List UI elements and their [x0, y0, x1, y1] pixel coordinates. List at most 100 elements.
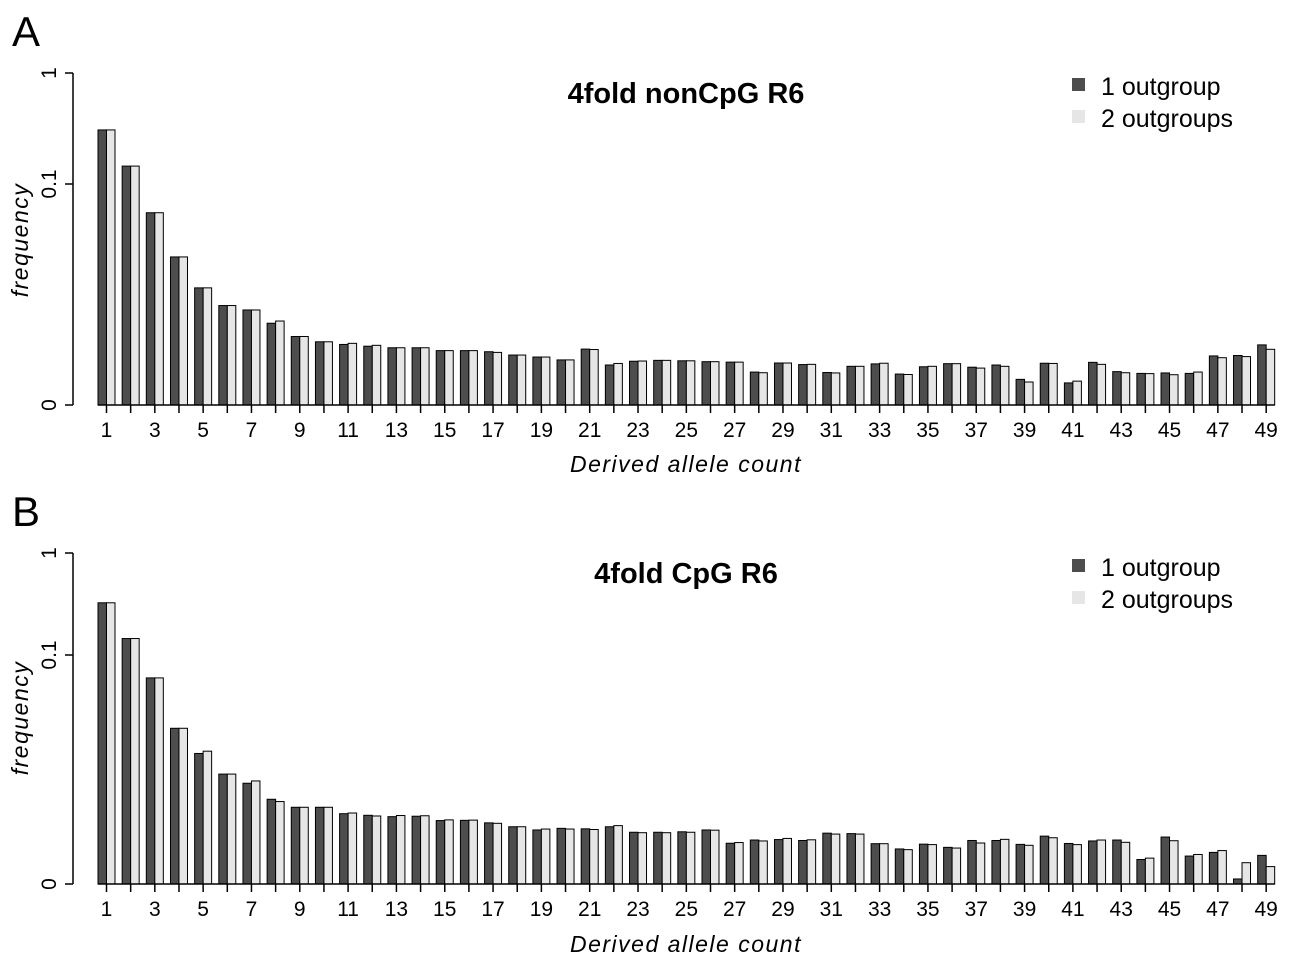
bar-a-outgroup2-39 — [1024, 381, 1034, 406]
x-axis-a: 1 3 5 7 9 11 13 15 17 19 21 23 25 27 29 31 33 35 37 39 41 43 4… — [98, 404, 1278, 442]
bar-b-outgroup1-12 — [363, 814, 373, 885]
x-tick-label-b-21: 21 — [578, 898, 601, 921]
x-tick-label-a-15: 15 — [433, 419, 456, 442]
bar-a-outgroup1-41 — [1063, 382, 1074, 406]
bar-b-outgroup1-25 — [677, 831, 687, 885]
bar-b-outgroup1-21 — [580, 828, 591, 885]
bar-a-outgroup1-17 — [484, 351, 494, 406]
bar-b-outgroup2-42 — [1096, 839, 1107, 885]
bar-a-outgroup1-36 — [943, 363, 953, 406]
bar-b-outgroup1-45 — [1160, 836, 1171, 885]
bar-a-outgroup2-48 — [1241, 356, 1252, 406]
bar-a-outgroup1-23 — [629, 360, 639, 406]
bar-b-outgroup1-40 — [1039, 835, 1050, 885]
y-tick-label-b-0: 0 — [38, 878, 61, 890]
bar-a-outgroup1-1 — [97, 129, 107, 406]
bar-a-outgroup1-28 — [749, 371, 760, 406]
bar-b-outgroup2-10 — [323, 806, 333, 885]
x-tick-label-a-37: 37 — [965, 419, 988, 442]
bar-a-outgroup2-35 — [927, 365, 937, 406]
x-tick-label-b-37: 37 — [965, 898, 988, 921]
bar-b-outgroup2-38 — [999, 838, 1010, 885]
legend-label-1-outgroup-b: 1 outgroup — [1101, 554, 1221, 582]
bar-a-outgroup2-36 — [951, 363, 962, 406]
bar-a-outgroup2-27 — [734, 361, 744, 406]
bar-a-outgroup1-34 — [894, 373, 905, 406]
bar-a-outgroup1-3 — [145, 212, 156, 406]
x-tick-label-a-23: 23 — [626, 419, 649, 442]
bar-b-outgroup1-35 — [918, 843, 929, 885]
bar-a-outgroup1-35 — [918, 366, 929, 406]
bar-a-outgroup1-12 — [363, 345, 373, 406]
bar-a-outgroup2-49 — [1265, 348, 1276, 406]
bar-b-outgroup2-16 — [468, 819, 478, 885]
panel-letter-a: A — [12, 8, 40, 55]
bar-a-outgroup1-25 — [677, 360, 687, 406]
x-tick-label-a-45: 45 — [1158, 419, 1181, 442]
y-tick-label-b-1: 0.1 — [38, 640, 61, 669]
bar-b-outgroup2-2 — [130, 638, 140, 885]
bar-b-outgroup2-4 — [178, 727, 188, 885]
x-tick-label-b-47: 47 — [1206, 898, 1229, 921]
bar-a-outgroup1-22 — [604, 364, 615, 406]
bar-a-outgroup2-2 — [130, 165, 140, 406]
bar-b-outgroup1-5 — [194, 752, 204, 885]
bar-a-outgroup2-12 — [371, 344, 382, 406]
bar-b-outgroup2-48 — [1241, 862, 1252, 885]
bar-a-outgroup2-4 — [178, 256, 188, 406]
bar-b-outgroup2-39 — [1024, 844, 1034, 885]
x-tick-label-b-19: 19 — [530, 898, 553, 921]
bar-b-outgroup2-33 — [879, 843, 889, 885]
bar-b-outgroup2-11 — [347, 812, 358, 885]
x-tick-label-b-25: 25 — [675, 898, 698, 921]
y-axis-b: 00.11 — [38, 547, 74, 890]
bar-b-outgroup2-45 — [1169, 840, 1179, 885]
bar-a-outgroup2-32 — [854, 365, 865, 406]
x-tick-label-b-9: 9 — [294, 898, 306, 921]
bar-a-outgroup1-27 — [725, 361, 736, 406]
y-axis-a: 00.11 — [38, 67, 74, 411]
bar-a-outgroup2-37 — [975, 367, 986, 406]
bar-a-outgroup1-48 — [1233, 355, 1243, 406]
bar-a-outgroup2-28 — [758, 372, 768, 406]
x-tick-label-a-27: 27 — [723, 419, 746, 442]
x-tick-label-a-47: 47 — [1206, 419, 1229, 442]
bar-a-outgroup1-38 — [991, 364, 1001, 406]
bar-a-outgroup2-43 — [1120, 372, 1131, 406]
bar-b-outgroup2-19 — [540, 828, 551, 885]
bar-a-outgroup2-38 — [999, 365, 1010, 406]
x-tick-label-a-13: 13 — [385, 419, 408, 442]
bar-b-outgroup1-42 — [1088, 840, 1098, 885]
bar-b-outgroup2-44 — [1144, 857, 1155, 885]
bar-b-outgroup2-7 — [250, 780, 261, 885]
bar-a-outgroup2-24 — [661, 359, 672, 406]
bar-a-outgroup1-10 — [314, 341, 325, 406]
bar-a-outgroup2-47 — [1217, 357, 1227, 406]
bar-b-outgroup1-1 — [97, 602, 107, 885]
bar-a-outgroup2-33 — [879, 362, 889, 406]
panel-letter-b: B — [12, 488, 40, 535]
bar-a-outgroup1-32 — [846, 365, 856, 406]
x-tick-label-b-7: 7 — [246, 898, 258, 921]
x-tick-label-a-39: 39 — [1013, 419, 1036, 442]
bar-a-outgroup2-3 — [154, 212, 164, 406]
x-tick-label-a-5: 5 — [197, 419, 209, 442]
y-axis-label-a: frequency — [7, 183, 33, 298]
bar-b-outgroup1-29 — [773, 839, 784, 885]
bar-b-outgroup1-34 — [894, 848, 905, 885]
x-tick-label-a-3: 3 — [149, 419, 161, 442]
bar-a-outgroup2-25 — [685, 360, 696, 406]
bar-a-outgroup2-15 — [444, 350, 454, 406]
bar-b-outgroup2-34 — [903, 849, 913, 885]
bar-b-outgroup2-3 — [154, 677, 164, 885]
bar-b-outgroup2-20 — [565, 828, 575, 885]
bar-a-outgroup2-14 — [420, 347, 430, 406]
bar-b-outgroup1-17 — [484, 822, 494, 885]
bar-a-outgroup2-6 — [226, 305, 237, 406]
x-tick-label-a-43: 43 — [1110, 419, 1133, 442]
bar-a-outgroup1-13 — [387, 347, 397, 406]
bar-b-outgroup1-32 — [846, 833, 856, 885]
bar-b-outgroup2-12 — [371, 815, 382, 885]
bar-b-outgroup1-31 — [822, 832, 832, 885]
bar-b-outgroup1-6 — [218, 773, 228, 885]
